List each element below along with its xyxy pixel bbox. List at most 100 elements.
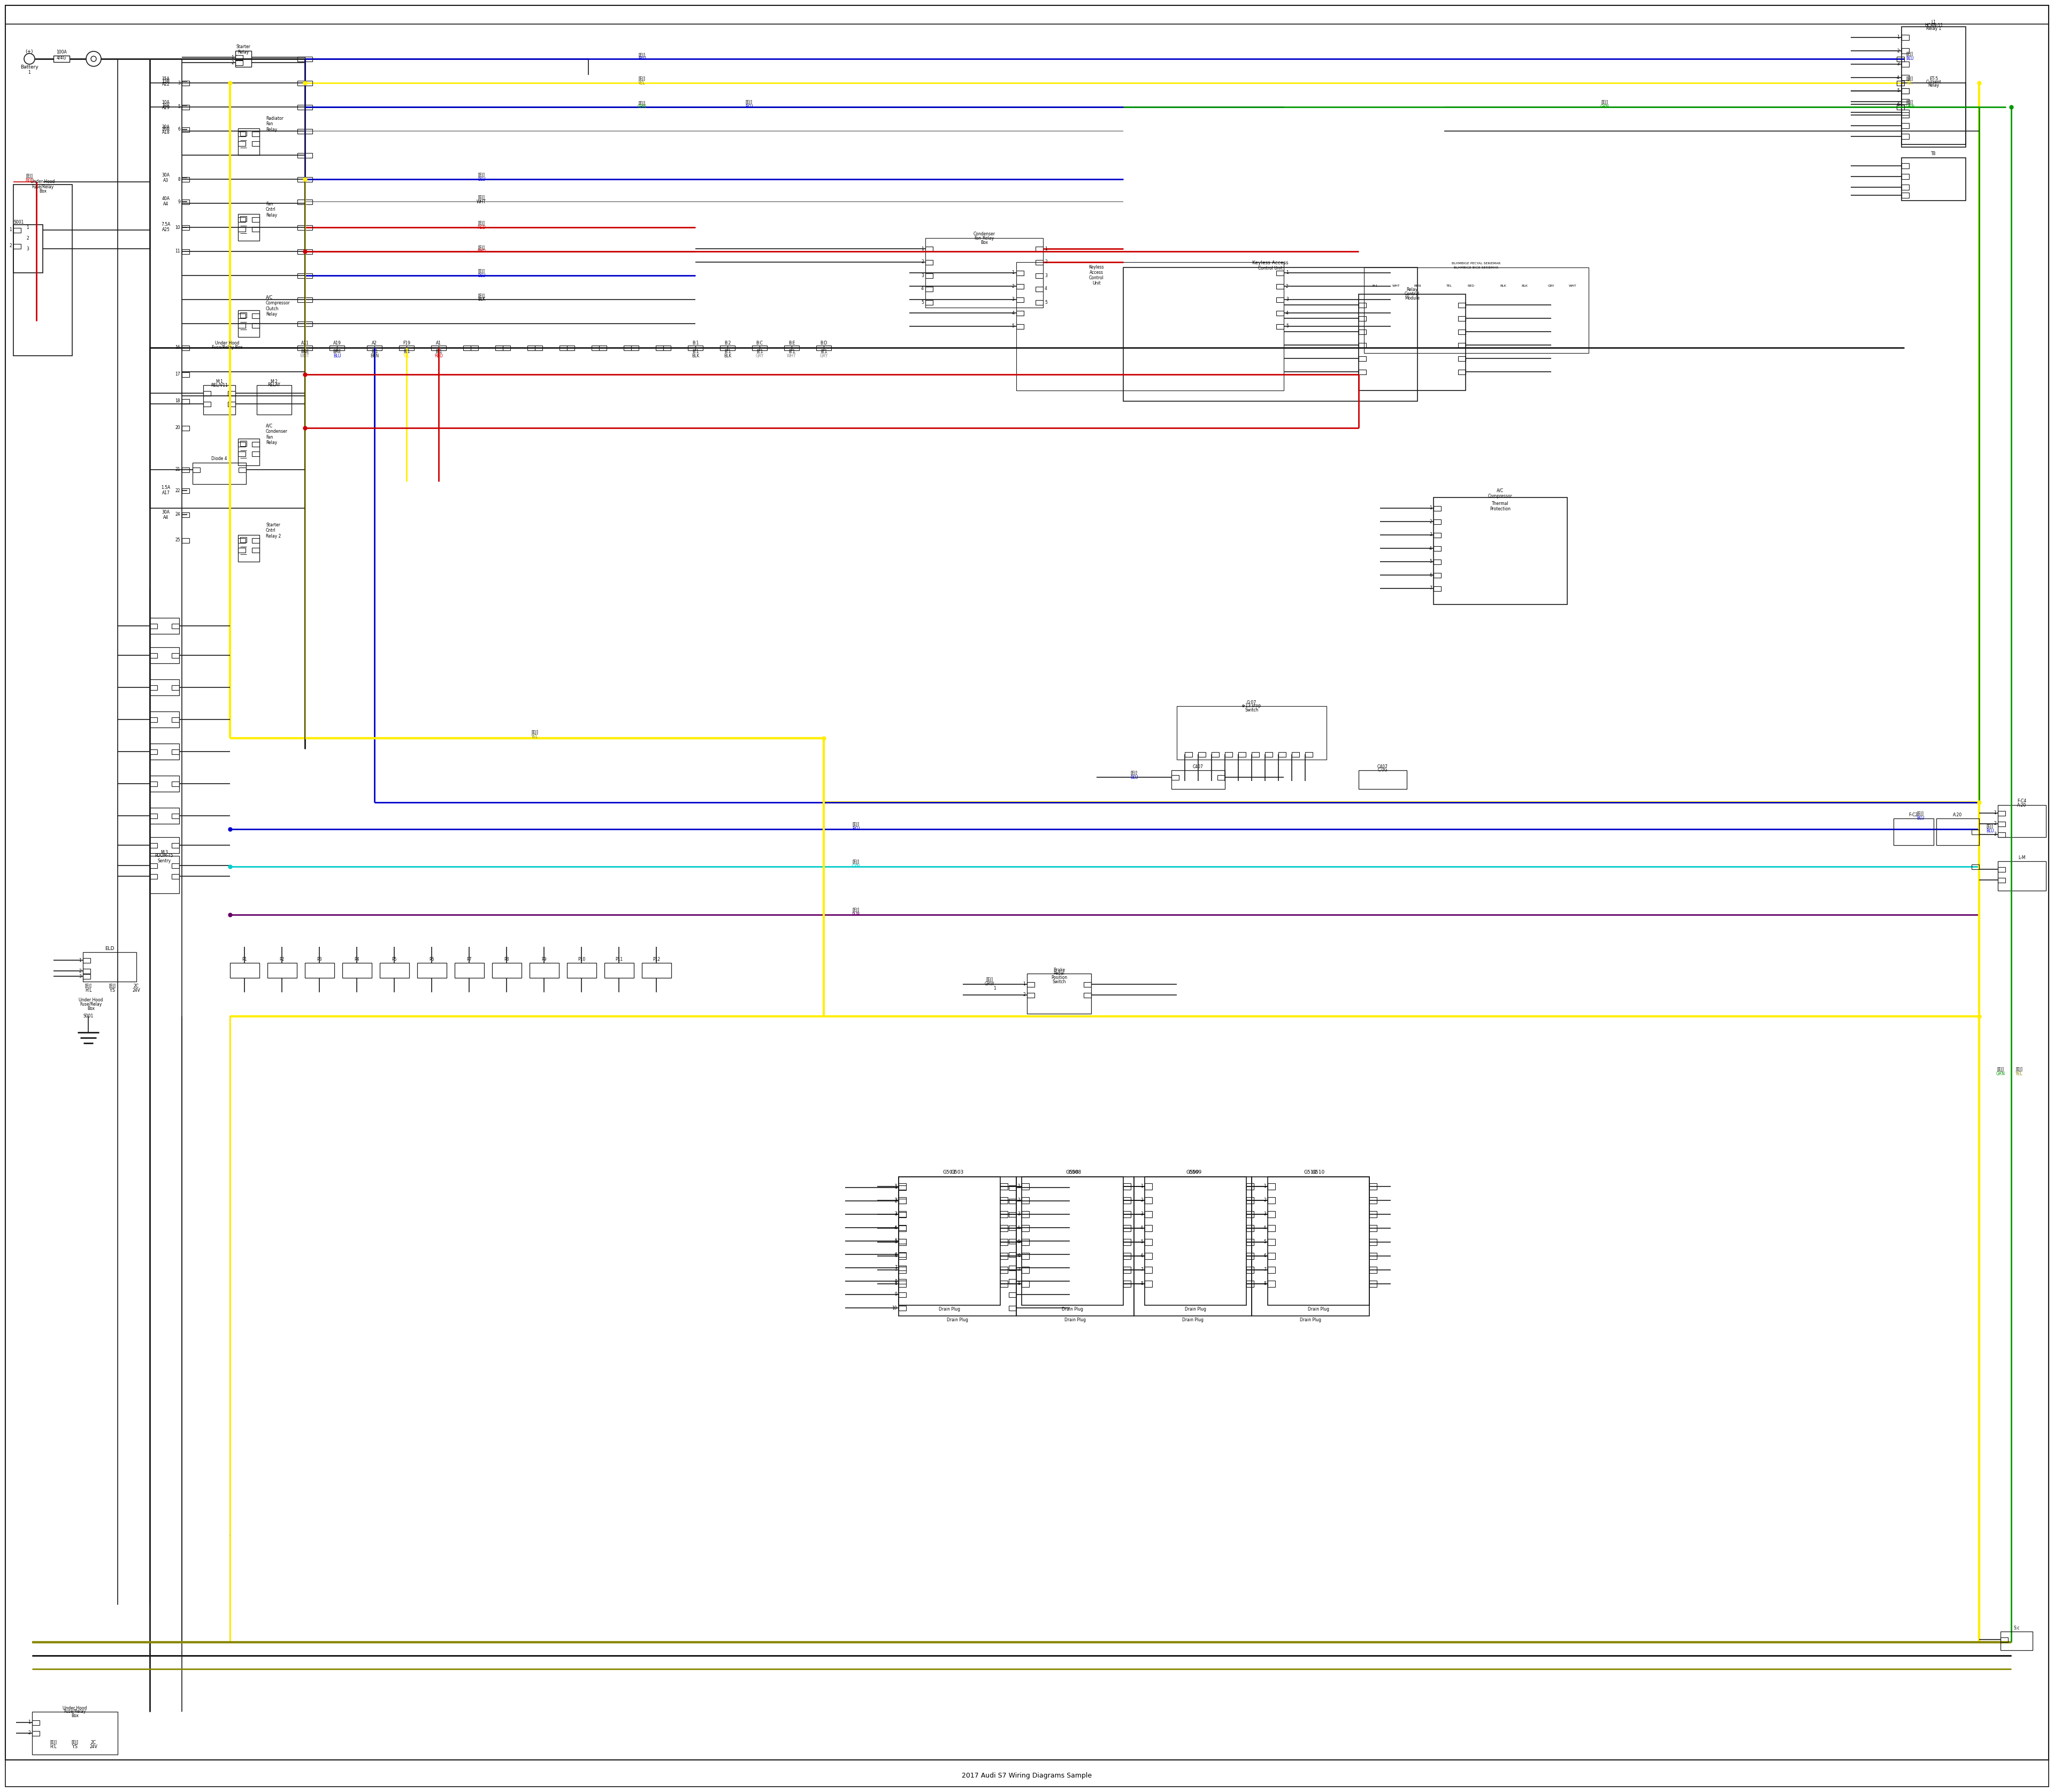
Text: A/C
Condenser
Fan
Relay: A/C Condenser Fan Relay (265, 423, 288, 444)
Bar (1144, 1267, 1152, 1272)
Bar (900, 1199, 906, 1202)
Text: M:1: M:1 (216, 378, 224, 383)
Bar (1370, 1253, 1376, 1260)
Text: 16: 16 (175, 346, 181, 349)
Bar (173, 717, 179, 722)
Bar (926, 287, 933, 292)
Text: BRE: BRE (333, 349, 341, 355)
Bar (900, 1265, 906, 1271)
Bar (183, 538, 189, 543)
Bar (1021, 1267, 1029, 1272)
Text: 1: 1 (232, 56, 234, 59)
Text: 4: 4 (1140, 1226, 1144, 1231)
Bar (173, 781, 179, 787)
Bar (1144, 1226, 1152, 1231)
Text: 5: 5 (1896, 88, 1900, 93)
Bar (228, 401, 236, 407)
Text: 15A: 15A (162, 77, 170, 81)
Bar (1972, 830, 1980, 835)
Bar (1358, 369, 1366, 375)
Bar (253, 314, 259, 317)
Bar (173, 749, 179, 754)
Text: Fan
Cntrl
Relay: Fan Cntrl Relay (265, 202, 277, 217)
Text: Pedal: Pedal (1054, 971, 1064, 977)
Text: 15A: 15A (162, 79, 170, 84)
Text: e-13:stop: e-13:stop (1243, 704, 1261, 708)
Bar (337, 346, 345, 349)
Bar (1035, 272, 1043, 278)
Bar (183, 127, 189, 133)
Bar (1292, 753, 1300, 756)
Bar (1276, 324, 1284, 328)
Text: Battery: Battery (21, 65, 39, 70)
Bar (2001, 1638, 2009, 1641)
Text: 2: 2 (29, 1731, 31, 1736)
Text: Y:S: Y:S (72, 1745, 78, 1749)
Text: 20A: 20A (162, 127, 170, 133)
Text: Diode 4: Diode 4 (212, 457, 228, 461)
Text: [EJ]: [EJ] (479, 246, 485, 251)
Bar (228, 391, 236, 396)
Bar (1000, 1226, 1009, 1231)
Text: H:L: H:L (49, 1745, 58, 1749)
Bar (624, 346, 631, 349)
Bar (1265, 753, 1273, 756)
Text: A/C
Compressor: A/C Compressor (1489, 487, 1512, 498)
Bar (173, 814, 179, 819)
Text: BLK: BLK (723, 353, 731, 358)
Bar (298, 81, 304, 86)
Text: REL/V11: REL/V11 (212, 383, 228, 387)
Bar (82, 968, 90, 973)
Text: P4: P4 (353, 957, 359, 962)
Bar (82, 952, 136, 982)
Text: 9: 9 (177, 199, 181, 204)
Text: 5: 5 (893, 1238, 898, 1244)
Bar (1035, 287, 1043, 292)
Bar (567, 962, 596, 978)
Bar (1896, 81, 1904, 86)
Text: Box: Box (980, 240, 988, 246)
Text: [EJ]: [EJ] (532, 731, 538, 735)
Text: P5: P5 (392, 957, 396, 962)
Bar (1144, 1183, 1152, 1190)
Bar (1035, 260, 1043, 265)
Text: YEL: YEL (532, 735, 538, 740)
Bar (1458, 303, 1467, 306)
Bar (298, 321, 304, 326)
Text: [EJ]: [EJ] (1906, 100, 1912, 106)
Bar (267, 962, 298, 978)
Text: A:20: A:20 (2017, 803, 2027, 808)
Bar (1902, 48, 1908, 54)
Bar (6, 1760, 2048, 1787)
Bar (431, 346, 440, 349)
Text: 5: 5 (1286, 324, 1288, 328)
Bar (304, 177, 312, 181)
Bar (1370, 1238, 1376, 1245)
Bar (240, 217, 246, 222)
Bar (183, 81, 189, 86)
Text: Switch: Switch (1052, 980, 1066, 984)
Bar (1370, 1211, 1376, 1217)
Text: WHT: WHT (300, 353, 310, 358)
Text: 2: 2 (1017, 1199, 1021, 1202)
Bar (1358, 330, 1366, 333)
Bar (238, 468, 246, 471)
Text: A17: A17 (162, 491, 170, 496)
Text: B:1: B:1 (372, 349, 378, 355)
Bar (1009, 1226, 1017, 1229)
Bar (1247, 1267, 1253, 1272)
Text: Relay 1: Relay 1 (1927, 27, 1941, 30)
Text: Under Hood: Under Hood (64, 1706, 86, 1710)
Text: 4: 4 (1263, 1226, 1265, 1231)
Bar (238, 536, 259, 561)
Text: Relay: Relay (1407, 287, 1417, 292)
Bar (495, 346, 503, 349)
Text: 2: 2 (893, 1199, 898, 1202)
Bar (1017, 271, 1023, 276)
Text: 1: 1 (1994, 810, 1996, 815)
Bar (1009, 1265, 1017, 1271)
Bar (1247, 1238, 1253, 1245)
Text: G508: G508 (1068, 1170, 1082, 1176)
Bar (14, 244, 21, 249)
Text: P1: P1 (242, 957, 246, 962)
